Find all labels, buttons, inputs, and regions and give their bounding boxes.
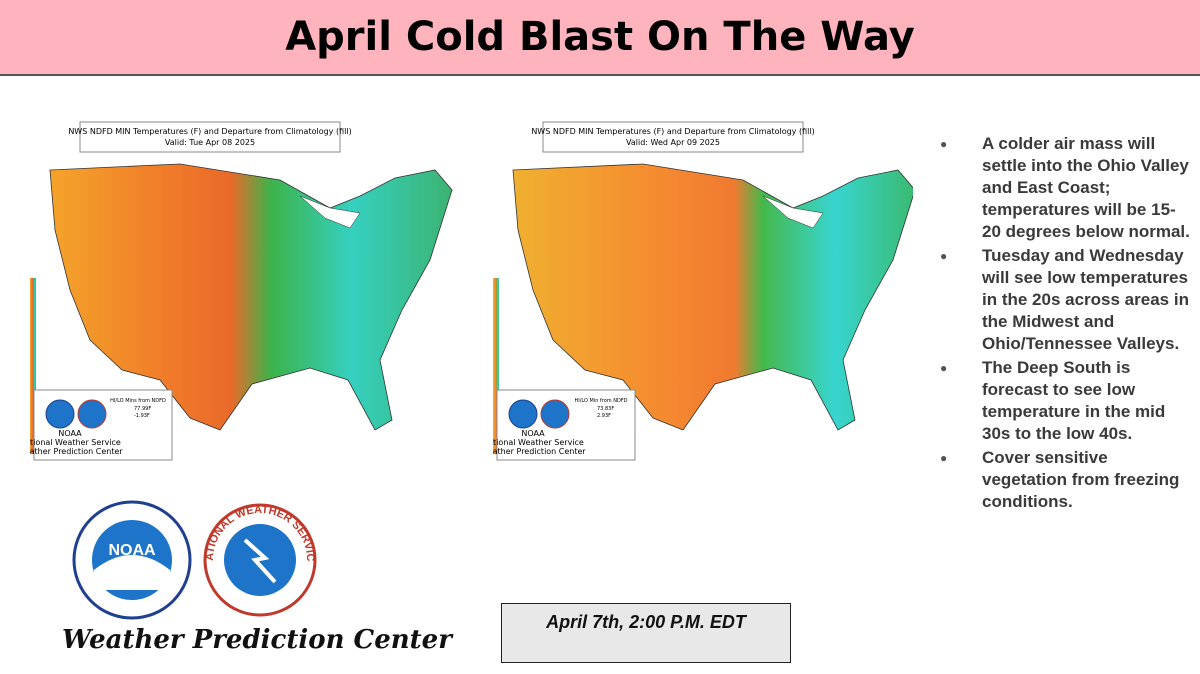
bullet: A colder air mass will settle into the O… — [940, 133, 1190, 243]
noaa-bird — [94, 555, 170, 590]
map-header: NWS NDFD MIN Temperatures (F) and Depart… — [531, 127, 814, 136]
great-lakes — [762, 195, 824, 229]
slide-title: April Cold Blast On The Way — [285, 14, 915, 60]
legend-extremes-title: HI/LO Mins from NDFD — [110, 398, 166, 404]
legend-nws-icon — [540, 399, 570, 429]
legend-high: 77.99F — [134, 406, 151, 412]
legend-noaa-icon — [45, 399, 75, 429]
map-header: NWS NDFD MIN Temperatures (F) and Depart… — [68, 127, 351, 136]
color-scale — [493, 278, 499, 453]
bullet: Cover sensitive vegetation from freezing… — [940, 447, 1190, 513]
us-map — [49, 163, 453, 431]
color-scale — [30, 278, 36, 453]
map-panel: NWS NDFD MIN Temperatures (F) and Depart… — [493, 121, 913, 461]
map-panel: NWS NDFD MIN Temperatures (F) and Depart… — [30, 121, 453, 461]
date-text: April 7th, 2:00 P.M. EDT — [546, 612, 746, 632]
map-header-box — [79, 121, 341, 153]
logos: NOAA NATIONAL WEATHER SERVICE — [70, 500, 317, 620]
nws-bolt — [243, 538, 277, 584]
bullet: The Deep South is forecast to see low te… — [940, 357, 1190, 445]
legend-noaa-icon — [508, 399, 538, 429]
legend-agency: NOAA — [521, 429, 545, 438]
great-lakes — [299, 195, 361, 229]
map-header: Valid: Wed Apr 09 2025 — [626, 138, 720, 147]
map-header: Valid: Tue Apr 08 2025 — [165, 138, 255, 147]
us-map — [512, 163, 913, 431]
legend-agency: National Weather Service — [30, 438, 121, 447]
map-header-box — [542, 121, 804, 153]
bullet: Tuesday and Wednesday will see low tempe… — [940, 245, 1190, 355]
legend-agency: Weather Prediction Center — [493, 447, 586, 456]
legend-nws-icon — [77, 399, 107, 429]
date-box: April 7th, 2:00 P.M. EDT — [501, 603, 791, 663]
bullet-list: A colder air mass will settle into the O… — [940, 133, 1190, 515]
noaa-text: NOAA — [108, 542, 156, 559]
legend-agency: Weather Prediction Center — [30, 447, 123, 456]
legend-low: -1.93F — [134, 413, 150, 419]
legend-low: 2.93F — [597, 413, 611, 419]
legend-high: 73.83F — [597, 406, 614, 412]
legend-agency: NOAA — [58, 429, 82, 438]
title-bar: April Cold Blast On The Way — [0, 0, 1200, 76]
org-name: Weather Prediction Center — [62, 625, 452, 655]
legend-extremes-title: HI/LO Min from NDFD — [574, 398, 627, 404]
legend-agency: National Weather Service — [493, 438, 584, 447]
